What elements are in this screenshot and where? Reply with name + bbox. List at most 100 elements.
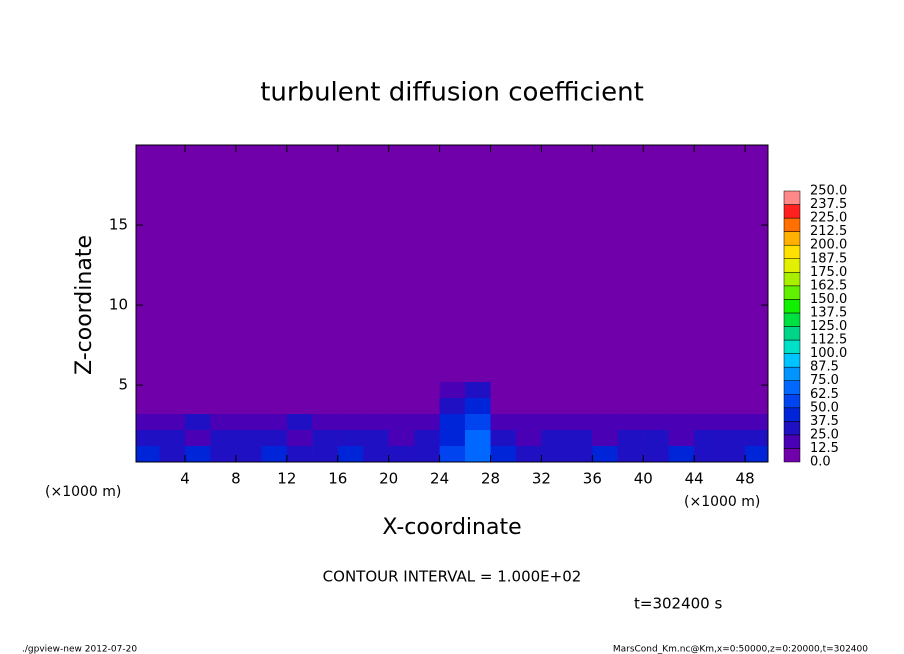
colorbar-box — [783, 299, 801, 314]
contour-cell — [465, 413, 491, 430]
contour-cell — [414, 397, 440, 414]
contour-cell — [465, 429, 491, 446]
contour-cell — [719, 381, 746, 398]
contour-cell — [745, 429, 768, 446]
contour-cell — [694, 381, 720, 398]
contour-cell — [439, 397, 466, 414]
contour-cell — [566, 397, 593, 414]
contour-cell — [159, 429, 186, 446]
x-tick-label: 36 — [583, 470, 602, 488]
contour-cell — [363, 381, 389, 398]
colorbar-label: 75.0 — [810, 373, 839, 388]
colorbar-box — [783, 272, 801, 287]
colorbar-label: 250.0 — [810, 184, 847, 199]
contour-cell — [136, 413, 160, 430]
y-axis-label: Z-coordinate — [72, 235, 97, 375]
contour-cell — [515, 397, 542, 414]
contour-cell — [159, 445, 186, 462]
colorbar-box — [783, 231, 801, 246]
contour-cell — [719, 445, 746, 462]
contour-cell — [312, 429, 338, 446]
contour-cell — [414, 381, 440, 398]
colorbar-label: 87.5 — [810, 360, 839, 375]
contour-cell — [414, 445, 440, 462]
contour-cell — [668, 413, 695, 430]
colorbar-label: 62.5 — [810, 387, 839, 402]
contour-cell — [388, 429, 415, 446]
contour-cell — [566, 413, 593, 430]
contour-cell — [312, 413, 338, 430]
colorbar-box — [783, 366, 801, 381]
contour-cell — [566, 445, 593, 462]
x-unit-label: (×1000 m) — [684, 494, 760, 510]
colorbar-label: 162.5 — [810, 278, 847, 293]
contour-interval: CONTOUR INTERVAL = 1.000E+02 — [323, 568, 582, 586]
plot-frame — [135, 144, 769, 463]
x-tick-label: 40 — [634, 470, 653, 488]
contour-cell — [694, 429, 720, 446]
contour-cell — [490, 381, 516, 398]
contour-cell — [439, 429, 466, 446]
contour-cell — [694, 445, 720, 462]
x-tick-label: 12 — [277, 470, 296, 488]
contour-cell — [465, 445, 491, 462]
contour-cell — [668, 397, 695, 414]
chart-title: turbulent diffusion coefficient — [260, 78, 644, 108]
contour-cell — [617, 381, 644, 398]
x-tick-label: 24 — [430, 470, 449, 488]
colorbar-box — [783, 258, 801, 273]
colorbar-label: 50.0 — [810, 400, 839, 415]
contour-cell — [515, 445, 542, 462]
contour-cell — [643, 445, 669, 462]
x-tick-label: 44 — [685, 470, 704, 488]
contour-cell — [159, 381, 186, 398]
contour-cell — [541, 445, 567, 462]
contour-cell — [185, 397, 211, 414]
contour-cell — [643, 397, 669, 414]
colorbar-box — [783, 217, 801, 232]
colorbar-label: 225.0 — [810, 211, 847, 226]
contour-cell — [261, 397, 287, 414]
contour-cell — [617, 397, 644, 414]
contour-cell — [414, 413, 440, 430]
contour-cell — [668, 429, 695, 446]
contour-cell — [235, 429, 262, 446]
contour-cell — [490, 445, 516, 462]
colorbar-box — [783, 407, 801, 422]
contour-cell — [185, 445, 211, 462]
contour-cell — [643, 413, 669, 430]
contour-cell — [210, 413, 236, 430]
contour-cell — [388, 381, 415, 398]
colorbar-label: 137.5 — [810, 305, 847, 320]
x-tick-label: 20 — [379, 470, 398, 488]
contour-cell — [286, 413, 313, 430]
contour-cell — [490, 429, 516, 446]
contour-cell — [159, 397, 186, 414]
contour-cell — [261, 381, 287, 398]
contour-cell — [210, 445, 236, 462]
colorbar-label: 125.0 — [810, 319, 847, 334]
contour-cell — [210, 429, 236, 446]
contour-cell — [337, 397, 364, 414]
contour-cell — [261, 413, 287, 430]
x-tick-label: 48 — [736, 470, 755, 488]
contour-cell — [694, 413, 720, 430]
contour-cell — [136, 381, 160, 398]
contour-cell — [185, 381, 211, 398]
contour-cell — [592, 397, 618, 414]
contour-cell — [414, 429, 440, 446]
colorbar-box — [783, 434, 801, 449]
colorbar-label: 0.0 — [810, 455, 831, 470]
contour-cell — [592, 413, 618, 430]
colorbar-label: 212.5 — [810, 224, 847, 239]
contour-cell — [694, 397, 720, 414]
y-tick-label: 10 — [109, 296, 128, 314]
contour-cell — [235, 397, 262, 414]
contour-cell — [668, 381, 695, 398]
contour-cell — [136, 445, 160, 462]
contour-cell — [745, 397, 768, 414]
colorbar-box — [783, 326, 801, 341]
contour-cell — [363, 397, 389, 414]
contour-cell — [210, 381, 236, 398]
contour-cell — [210, 397, 236, 414]
